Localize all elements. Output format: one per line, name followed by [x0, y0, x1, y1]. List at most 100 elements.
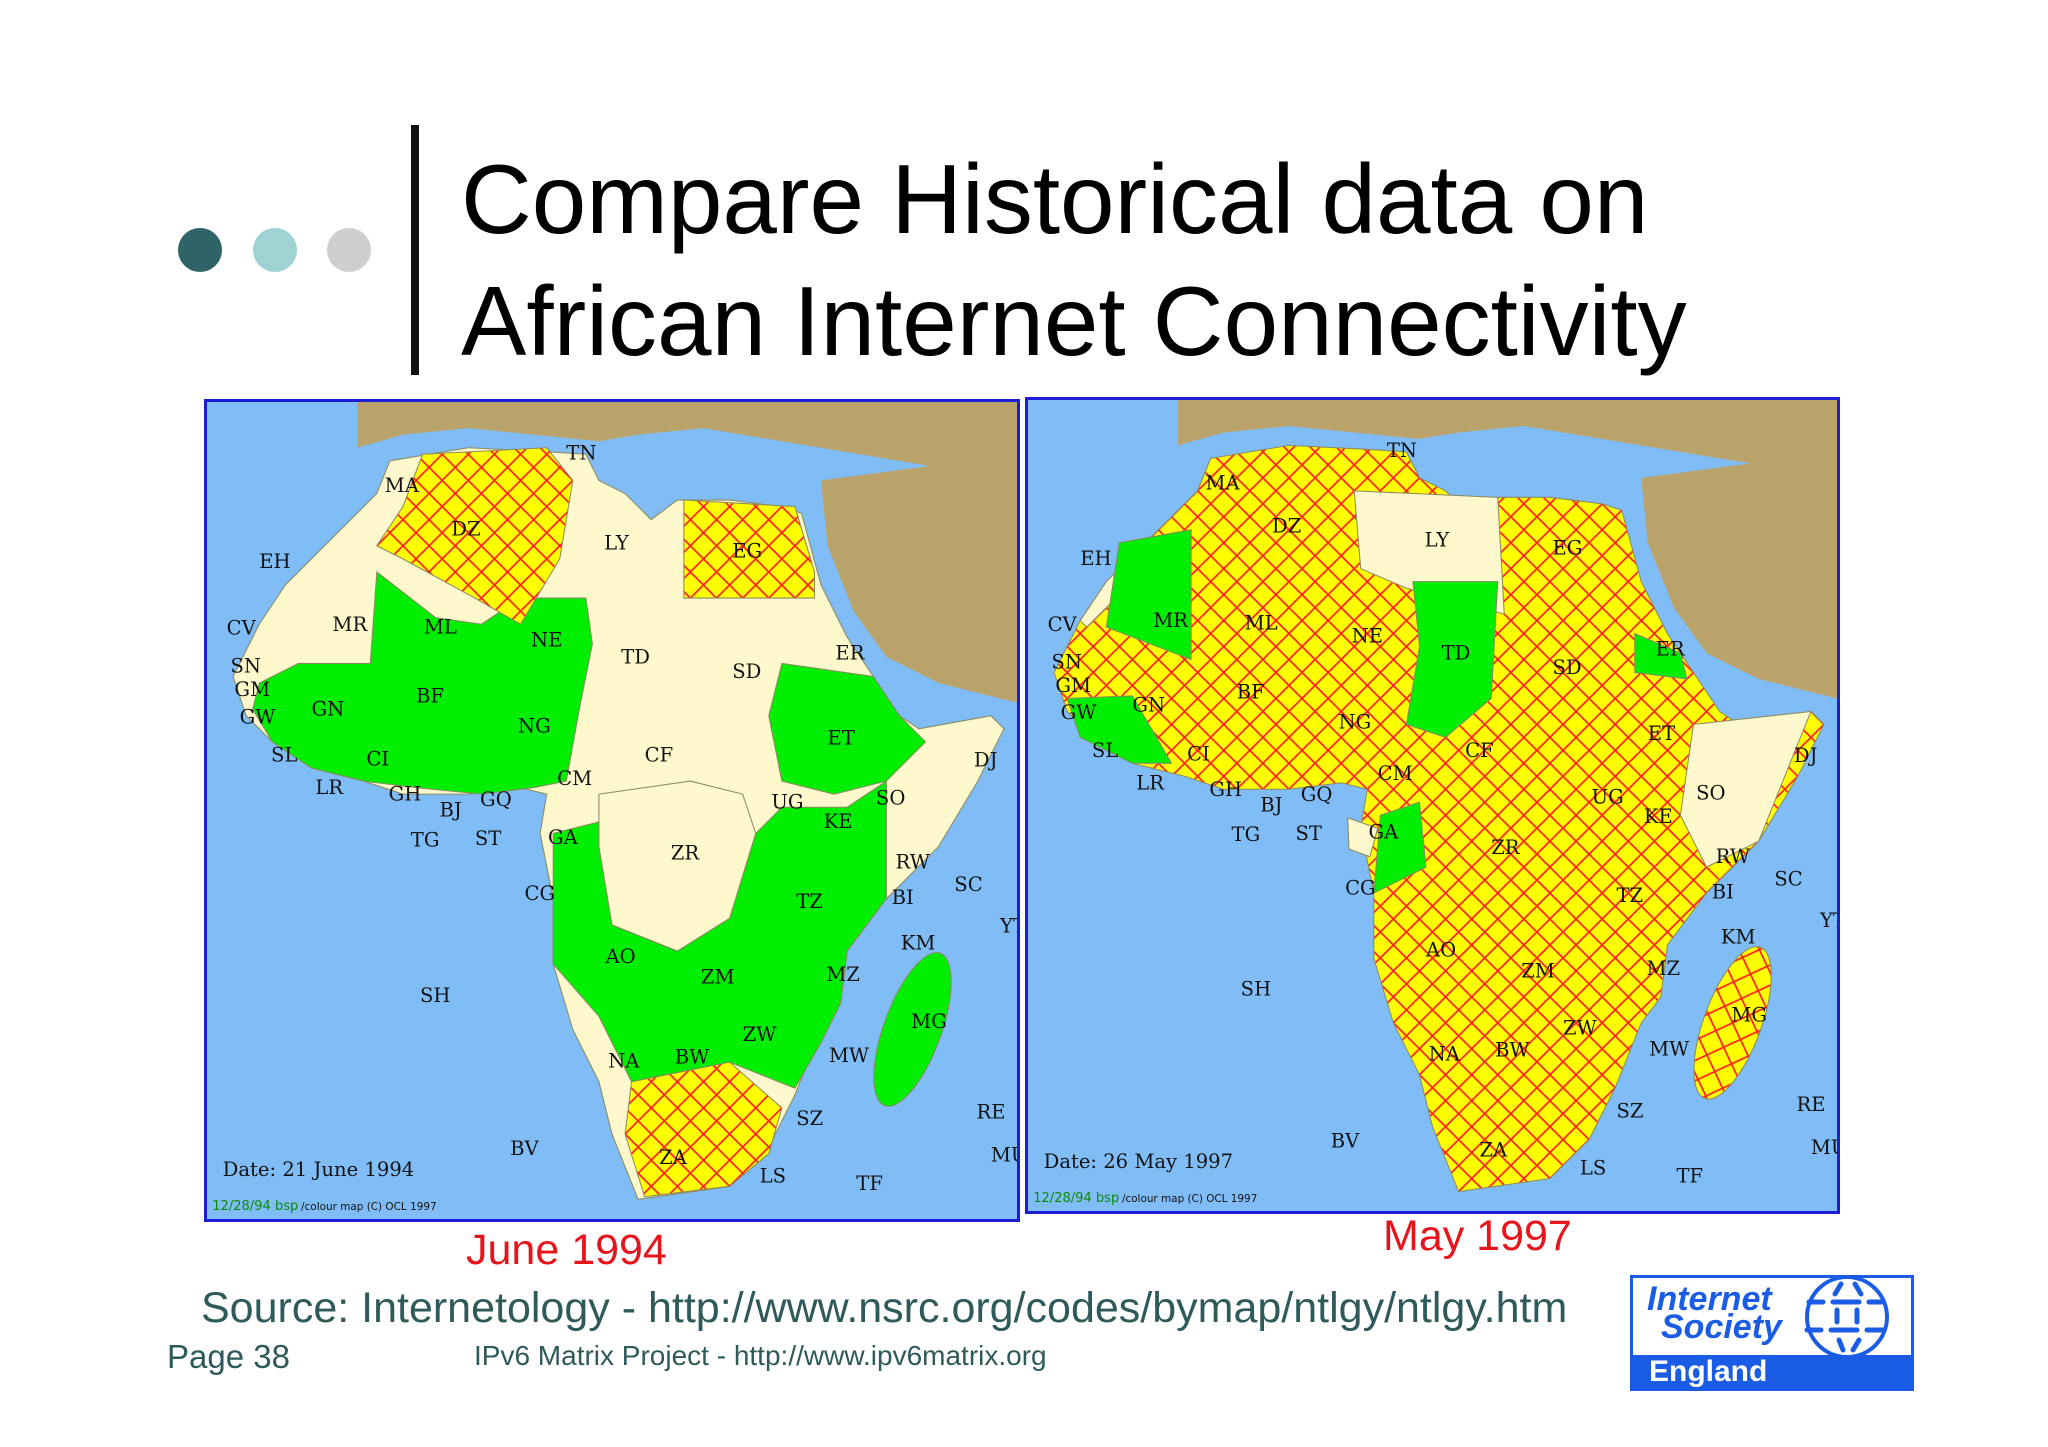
country-label-cf: CF — [1465, 739, 1494, 762]
logo-line-3: England — [1649, 1355, 1768, 1388]
country-label-gn: GN — [1132, 693, 1165, 716]
country-label-sz: SZ — [1616, 1100, 1643, 1123]
map-credit-green: 12/28/94 bsp — [1033, 1191, 1119, 1206]
region-west-africa-connected — [252, 570, 593, 795]
country-label-na: NA — [608, 1049, 640, 1072]
region-eritrea — [1634, 632, 1688, 680]
source-text: Source: Internetology - http://www.nsrc.… — [201, 1284, 1568, 1332]
country-label-za: ZA — [659, 1146, 688, 1169]
bullet-dot-1 — [178, 228, 222, 272]
country-label-zm: ZM — [1521, 959, 1555, 982]
region-congo — [1373, 801, 1427, 894]
europe-land — [1178, 400, 1837, 478]
country-label-et: ET — [1648, 722, 1675, 745]
region-zr — [598, 780, 757, 952]
country-label-tn: TN — [566, 442, 596, 465]
country-label-zw: ZW — [1563, 1017, 1597, 1040]
country-label-ao: AO — [1425, 939, 1456, 962]
title-divider — [411, 125, 419, 375]
country-label-zw: ZW — [743, 1023, 778, 1046]
country-label-mg: MG — [1731, 1004, 1767, 1027]
country-label-st: ST — [1295, 822, 1321, 845]
country-label-et: ET — [828, 726, 855, 749]
country-label-er: ER — [1656, 638, 1686, 661]
country-label-bw: BW — [675, 1045, 710, 1068]
country-label-sn: SN — [1051, 651, 1082, 674]
country-label-bv: BV — [1331, 1129, 1360, 1152]
country-label-er: ER — [835, 642, 865, 665]
country-label-bf: BF — [1237, 680, 1265, 703]
country-label-yt: YT — [1819, 909, 1837, 932]
title-line-1: Compare Historical data on — [461, 144, 1649, 254]
country-label-ml: ML — [1245, 612, 1278, 635]
country-label-ci: CI — [1187, 743, 1210, 766]
country-label-bj: BJ — [440, 798, 462, 821]
country-label-re: RE — [1797, 1093, 1826, 1116]
country-label-eg: EG — [1553, 536, 1583, 559]
country-label-eh: EH — [1080, 547, 1111, 570]
country-label-dz: DZ — [1272, 514, 1301, 537]
map-credit: /colour map (C) OCL 1997 — [1122, 1193, 1257, 1205]
country-label-za: ZA — [1479, 1139, 1508, 1162]
europe-land — [357, 402, 1017, 481]
country-label-cm: CM — [557, 767, 592, 790]
country-label-bi: BI — [1712, 880, 1734, 903]
country-label-ly: LY — [1425, 529, 1451, 552]
country-label-lr: LR — [315, 776, 344, 799]
country-label-ma: MA — [1205, 472, 1240, 495]
region-south-africa — [624, 1061, 783, 1198]
country-label-cv: CV — [1048, 613, 1078, 636]
country-label-tg: TG — [1232, 823, 1261, 846]
country-label-ug: UG — [1592, 786, 1624, 809]
country-label-mw: MW — [1649, 1037, 1689, 1060]
country-label-sd: SD — [732, 660, 761, 683]
country-label-re: RE — [977, 1100, 1006, 1123]
country-label-tn: TN — [1387, 439, 1417, 462]
country-label-ml: ML — [424, 615, 457, 638]
region-mauritania — [1105, 529, 1192, 661]
country-label-sz: SZ — [796, 1107, 823, 1130]
country-label-gm: GM — [234, 678, 270, 701]
country-label-eh: EH — [259, 550, 290, 573]
country-label-cm: CM — [1378, 762, 1413, 785]
country-label-mu: MU — [1811, 1136, 1837, 1159]
country-label-bf: BF — [416, 685, 444, 708]
country-label-km: KM — [901, 932, 936, 955]
country-label-sh: SH — [420, 984, 451, 1007]
country-label-ls: LS — [760, 1164, 786, 1187]
country-label-tz: TZ — [796, 890, 823, 913]
region-ethiopia — [768, 662, 927, 795]
country-label-ma: MA — [385, 474, 420, 497]
region-chad — [1405, 581, 1499, 738]
country-label-ao: AO — [604, 945, 635, 968]
region-algeria — [376, 447, 574, 625]
country-label-mw: MW — [829, 1044, 870, 1067]
globe-icon — [1804, 1275, 1889, 1359]
country-label-eg: EG — [732, 540, 762, 563]
title-line-2: African Internet Connectivity — [461, 266, 1687, 376]
bullet-dot-3 — [327, 228, 371, 272]
internet-society-england-logo: Internet Society England — [1630, 1275, 1914, 1391]
country-label-ga: GA — [548, 826, 579, 849]
country-label-gh: GH — [1209, 778, 1242, 801]
country-label-sl: SL — [1092, 739, 1118, 762]
country-label-mu: MU — [991, 1143, 1017, 1166]
country-label-gq: GQ — [480, 788, 512, 811]
logo-line-2: Society — [1661, 1308, 1782, 1346]
country-label-mz: MZ — [826, 963, 860, 986]
arabia-land — [1641, 451, 1837, 699]
country-label-gw: GW — [1061, 701, 1097, 724]
country-label-bw: BW — [1495, 1039, 1529, 1062]
country-label-ls: LS — [1580, 1157, 1606, 1180]
country-label-zm: ZM — [701, 966, 735, 989]
country-label-zr: ZR — [1491, 836, 1521, 859]
country-label-sc: SC — [954, 873, 982, 896]
region-somalia — [1679, 710, 1812, 868]
country-label-mz: MZ — [1646, 957, 1680, 980]
country-label-cf: CF — [645, 743, 674, 766]
country-label-dj: DJ — [974, 749, 998, 772]
country-label-gn: GN — [312, 698, 345, 721]
region-gabon — [1347, 817, 1379, 858]
